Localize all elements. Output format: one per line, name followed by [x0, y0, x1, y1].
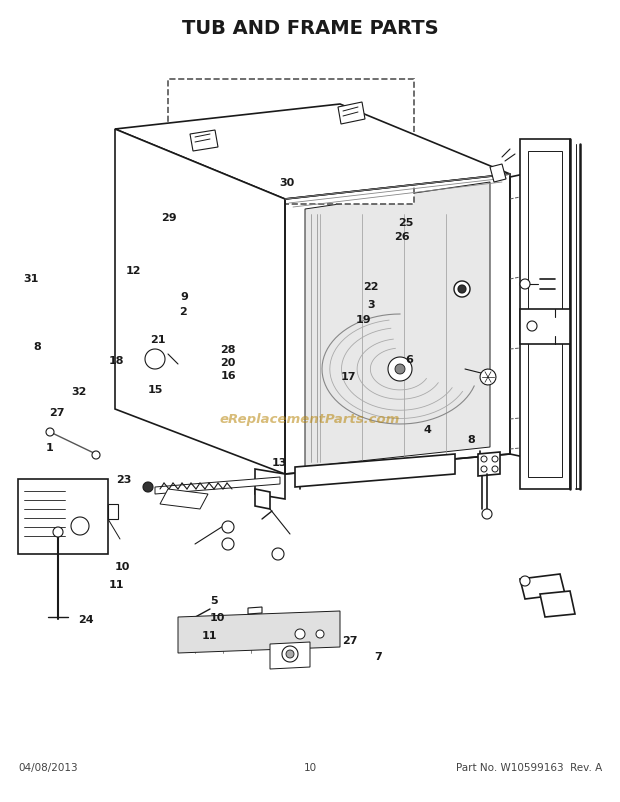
Text: 13: 13 — [272, 457, 286, 467]
Polygon shape — [46, 428, 54, 436]
Polygon shape — [338, 103, 365, 125]
Polygon shape — [482, 509, 492, 520]
Text: 24: 24 — [78, 614, 94, 624]
Text: 25: 25 — [399, 218, 414, 228]
Text: 19: 19 — [355, 314, 371, 324]
Text: 1: 1 — [46, 443, 53, 452]
Polygon shape — [478, 452, 500, 476]
Text: eReplacementParts.com: eReplacementParts.com — [220, 413, 400, 426]
Text: 04/08/2013: 04/08/2013 — [18, 762, 78, 772]
Polygon shape — [316, 630, 324, 638]
Text: 12: 12 — [125, 266, 141, 276]
Polygon shape — [115, 130, 285, 475]
Polygon shape — [492, 467, 498, 472]
Text: 29: 29 — [161, 213, 177, 223]
Text: 8: 8 — [467, 435, 475, 444]
FancyBboxPatch shape — [168, 80, 414, 205]
Polygon shape — [71, 517, 89, 535]
Text: 32: 32 — [72, 387, 87, 396]
Polygon shape — [388, 358, 412, 382]
Text: 27: 27 — [342, 635, 358, 645]
Text: 8: 8 — [33, 342, 41, 351]
Polygon shape — [282, 646, 298, 662]
Text: 10: 10 — [210, 613, 224, 622]
Polygon shape — [270, 642, 310, 669]
Polygon shape — [222, 538, 234, 550]
Text: 10: 10 — [115, 561, 130, 571]
Text: 31: 31 — [24, 274, 38, 284]
Polygon shape — [295, 630, 305, 639]
Text: 17: 17 — [341, 372, 356, 382]
Text: 2: 2 — [179, 306, 187, 316]
Polygon shape — [190, 131, 218, 152]
Polygon shape — [540, 591, 575, 618]
Polygon shape — [143, 482, 153, 492]
Text: 6: 6 — [405, 354, 413, 364]
Polygon shape — [108, 504, 118, 520]
Polygon shape — [160, 489, 208, 509]
Polygon shape — [520, 577, 530, 586]
Text: 9: 9 — [181, 292, 188, 302]
Text: 5: 5 — [210, 595, 218, 605]
Polygon shape — [255, 469, 285, 500]
Text: 15: 15 — [148, 385, 162, 395]
Polygon shape — [520, 140, 570, 489]
Text: 3: 3 — [367, 300, 374, 310]
Polygon shape — [481, 456, 487, 463]
Polygon shape — [155, 477, 280, 494]
Text: 4: 4 — [424, 425, 432, 435]
Polygon shape — [395, 365, 405, 375]
Text: 11: 11 — [109, 579, 125, 589]
Polygon shape — [480, 370, 496, 386]
Text: 18: 18 — [109, 356, 125, 366]
Polygon shape — [520, 280, 530, 290]
Text: 26: 26 — [394, 232, 410, 241]
Polygon shape — [53, 528, 63, 537]
Polygon shape — [492, 456, 498, 463]
Text: 20: 20 — [221, 358, 236, 367]
Polygon shape — [520, 310, 570, 345]
Polygon shape — [255, 489, 270, 509]
Text: 16: 16 — [220, 371, 236, 380]
Polygon shape — [286, 650, 294, 658]
Text: 21: 21 — [150, 335, 166, 345]
Text: 23: 23 — [117, 475, 131, 484]
Polygon shape — [528, 152, 562, 477]
Polygon shape — [88, 509, 105, 525]
Text: 7: 7 — [374, 651, 382, 661]
Text: 28: 28 — [220, 345, 236, 354]
Polygon shape — [527, 322, 537, 331]
Text: 22: 22 — [363, 282, 378, 292]
Polygon shape — [92, 452, 100, 460]
Text: Part No. W10599163  Rev. A: Part No. W10599163 Rev. A — [456, 762, 602, 772]
Polygon shape — [178, 611, 340, 653]
Polygon shape — [115, 105, 510, 200]
Polygon shape — [481, 467, 487, 472]
Polygon shape — [510, 175, 524, 457]
Text: 11: 11 — [202, 630, 217, 640]
Polygon shape — [272, 549, 284, 561]
Polygon shape — [18, 480, 108, 554]
Polygon shape — [295, 455, 455, 488]
Text: 10: 10 — [303, 762, 317, 772]
Polygon shape — [454, 282, 470, 298]
Text: 30: 30 — [279, 178, 294, 188]
Text: TUB AND FRAME PARTS: TUB AND FRAME PARTS — [182, 18, 438, 38]
Polygon shape — [145, 350, 165, 370]
Polygon shape — [458, 286, 466, 294]
Text: 27: 27 — [50, 407, 65, 417]
Polygon shape — [305, 183, 490, 468]
Polygon shape — [248, 607, 262, 614]
Polygon shape — [222, 521, 234, 533]
Polygon shape — [520, 574, 565, 599]
Polygon shape — [490, 164, 506, 183]
